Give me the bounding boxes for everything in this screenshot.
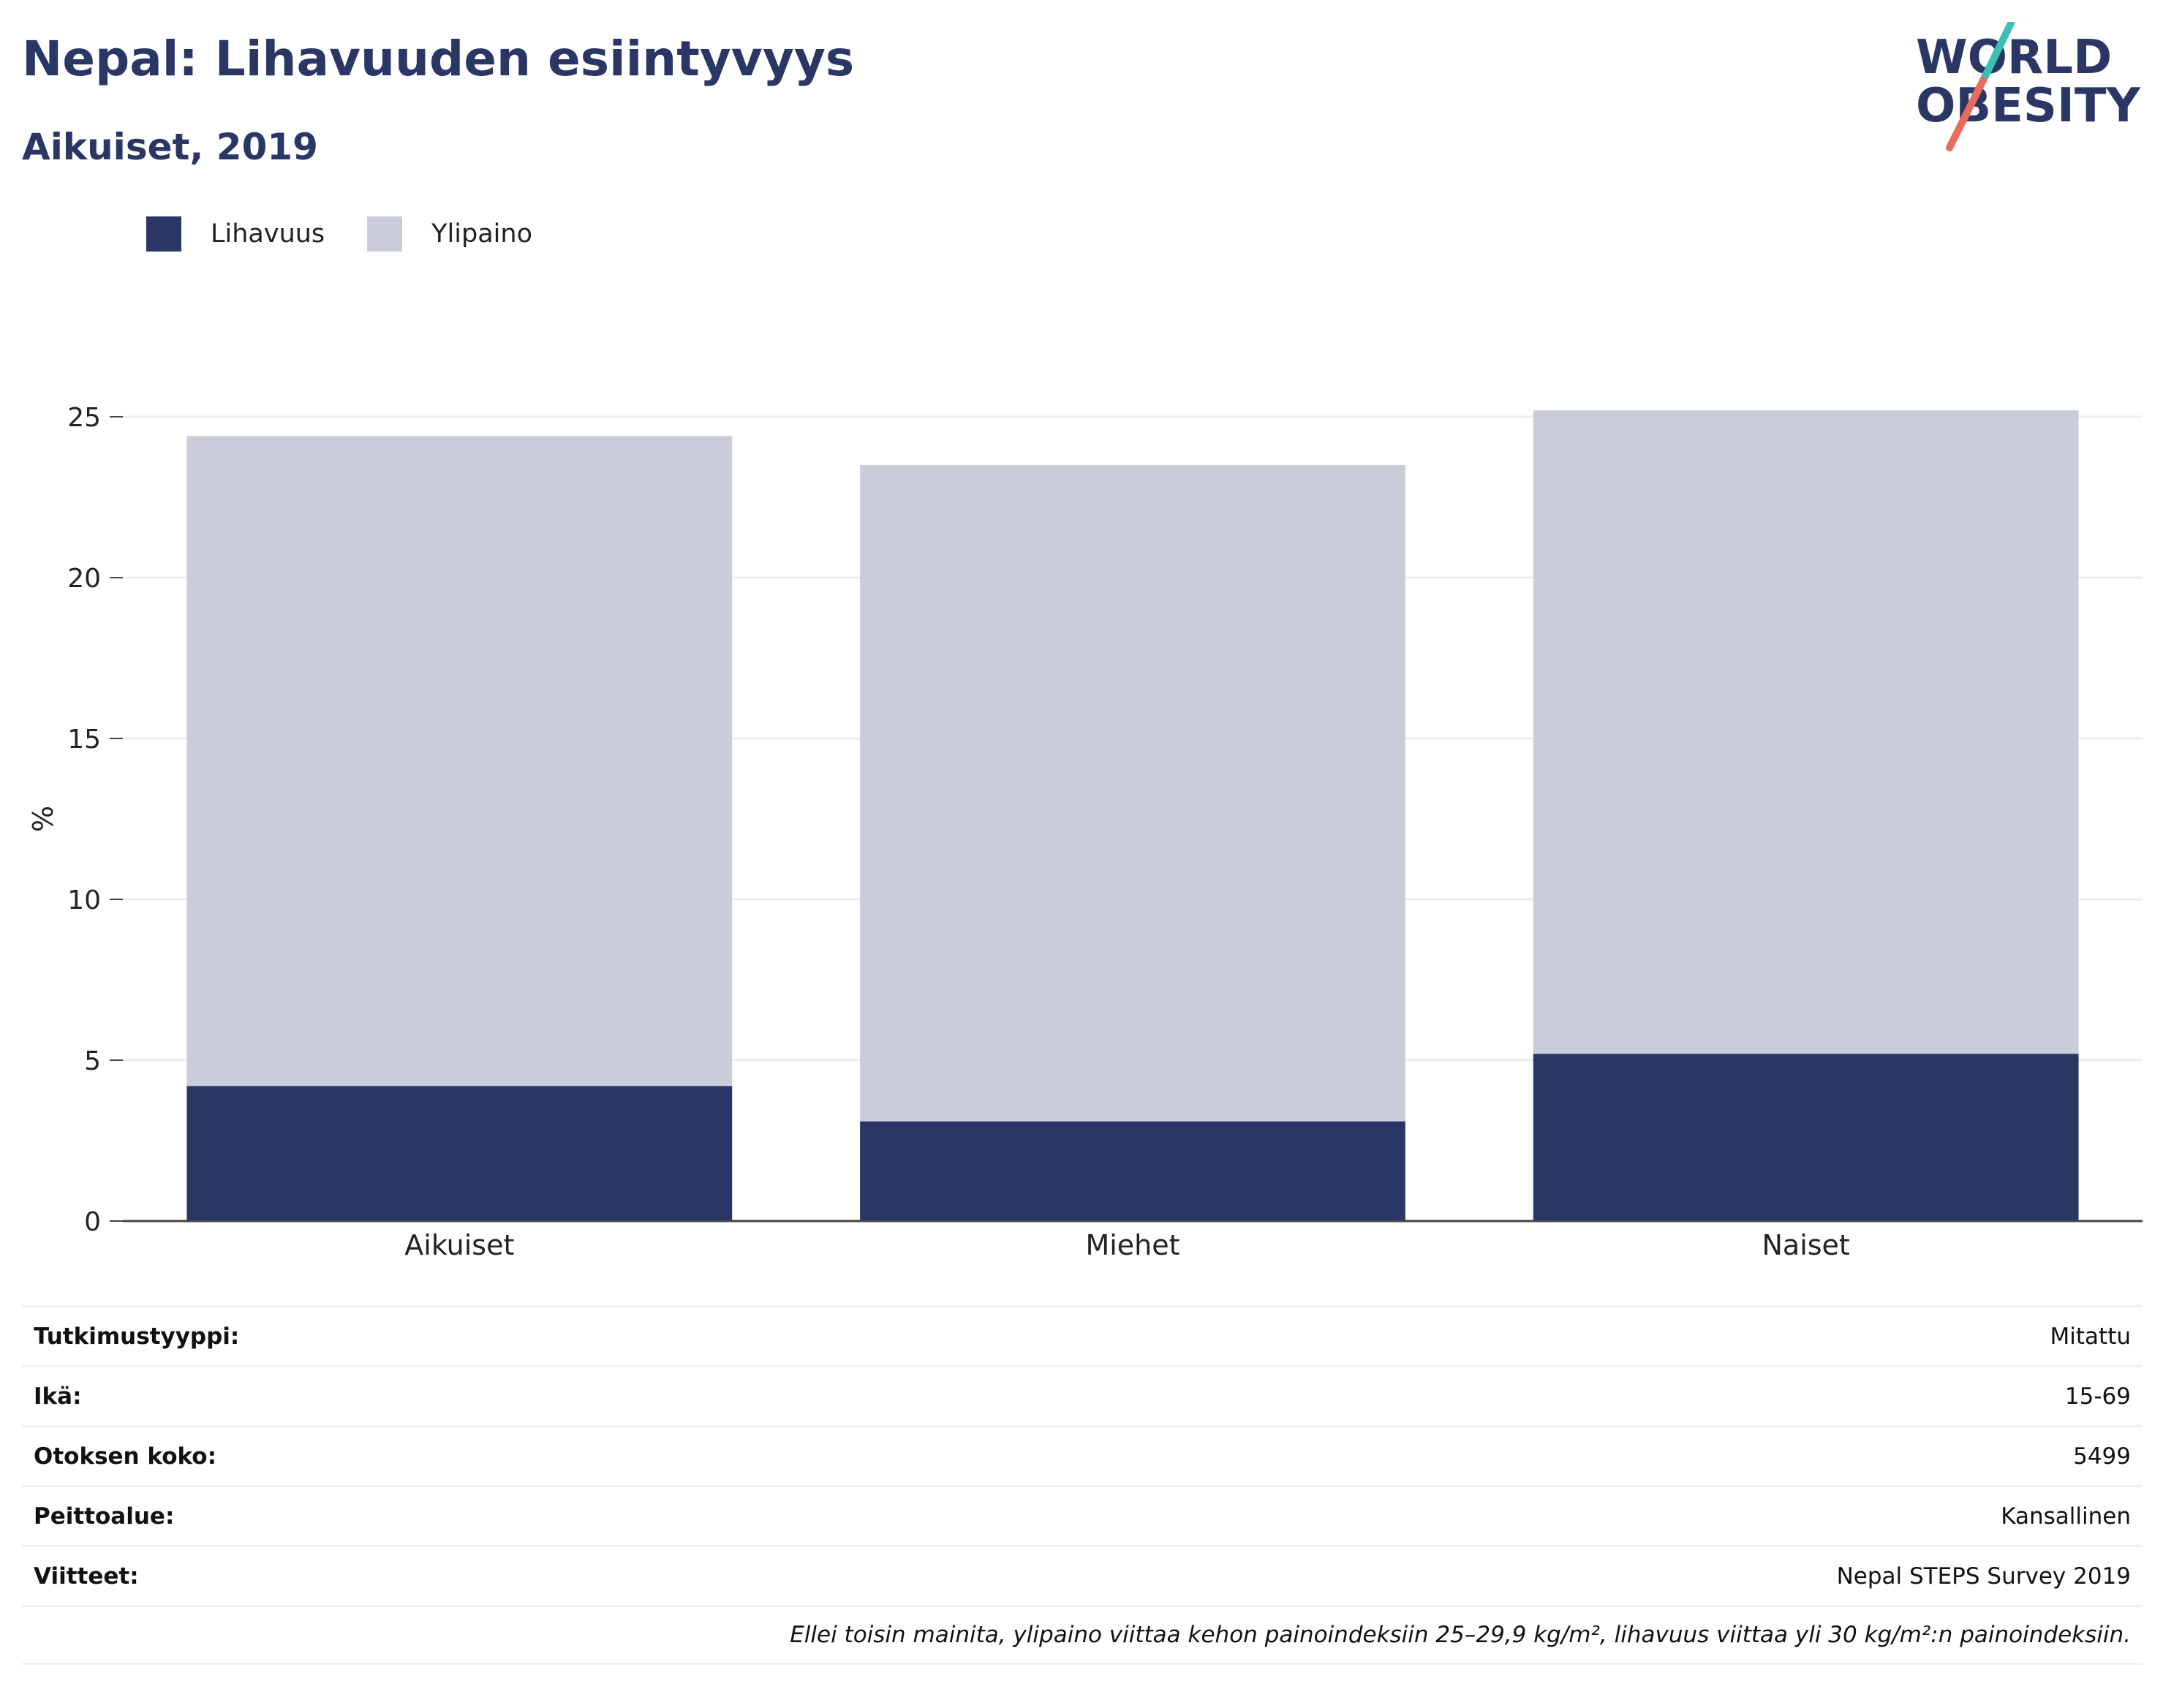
legend-swatch-overweight xyxy=(367,216,403,252)
info-value: Mitattu xyxy=(2050,1323,2131,1350)
y-tick-label: 20 xyxy=(67,564,101,594)
logo-slash-teal xyxy=(1979,22,2015,84)
chart-subtitle: Aikuiset, 2019 xyxy=(22,126,318,168)
chart-title: Nepal: Lihavuuden esiintyvyys xyxy=(22,31,855,87)
info-row-age: Ikä: 15-69 xyxy=(22,1365,2143,1425)
y-tick-label: 15 xyxy=(67,725,101,755)
world-obesity-logo: WORLD OBESITY xyxy=(1916,22,2140,151)
bar-overweight-2 xyxy=(860,465,1405,1122)
info-label: Ikä: xyxy=(34,1383,82,1410)
info-label: Viitteet: xyxy=(34,1562,139,1590)
x-tick-label: Miehet xyxy=(1085,1229,1179,1261)
logo-text-world: WORLD xyxy=(1916,31,2112,85)
logo-slash-coral xyxy=(1946,77,1987,151)
bar-overweight-1 xyxy=(186,436,733,1087)
y-tick-label: 0 xyxy=(84,1207,101,1237)
info-value: 5499 xyxy=(2073,1443,2131,1470)
info-label: Otoksen koko: xyxy=(34,1443,216,1470)
definition-footnote: Ellei toisin mainita, ylipaino viittaa k… xyxy=(22,1605,2143,1665)
legend-item-obesity[interactable]: Lihavuus xyxy=(146,216,325,252)
legend-label-obesity: Lihavuus xyxy=(211,219,325,249)
info-value: Nepal STEPS Survey 2019 xyxy=(1836,1562,2131,1590)
y-tick-label: 5 xyxy=(84,1046,101,1076)
y-tick-label: 10 xyxy=(67,885,101,915)
bar-obesity-3 xyxy=(1533,1054,2079,1221)
info-value: 15-69 xyxy=(2064,1383,2131,1410)
info-row-study-type: Tutkimustyyppi: Mitattu xyxy=(22,1305,2143,1365)
info-value: Kansallinen xyxy=(2001,1503,2131,1530)
info-row-references: Viitteet: Nepal STEPS Survey 2019 xyxy=(22,1545,2143,1605)
x-tick-label: Naiset xyxy=(1762,1229,1849,1261)
bar-obesity-1 xyxy=(186,1086,733,1221)
y-tick-label: 25 xyxy=(67,403,101,433)
x-tick-label: Aikuiset xyxy=(404,1229,514,1261)
survey-info-table: Tutkimustyyppi: Mitattu Ikä: 15-69 Otoks… xyxy=(22,1305,2143,1665)
info-label: Peittoalue: xyxy=(34,1503,175,1530)
chart-legend: Lihavuus Ylipaino xyxy=(146,216,575,252)
legend-swatch-obesity xyxy=(146,216,181,252)
bar-obesity-2 xyxy=(860,1121,1405,1221)
info-row-sample-size: Otoksen koko: 5499 xyxy=(22,1425,2143,1485)
bar-overweight-3 xyxy=(1533,410,2079,1054)
legend-item-overweight[interactable]: Ylipaino xyxy=(367,216,532,252)
legend-label-overweight: Ylipaino xyxy=(431,219,532,249)
info-label: Tutkimustyyppi: xyxy=(34,1323,240,1350)
y-axis-label: % xyxy=(27,806,59,832)
bar-chart: 0 5 10 15 20 25% Aikuiset Miehet Naiset xyxy=(27,403,2143,1261)
info-row-coverage: Peittoalue: Kansallinen xyxy=(22,1485,2143,1545)
logo-text-obesity: OBESITY xyxy=(1916,79,2140,133)
